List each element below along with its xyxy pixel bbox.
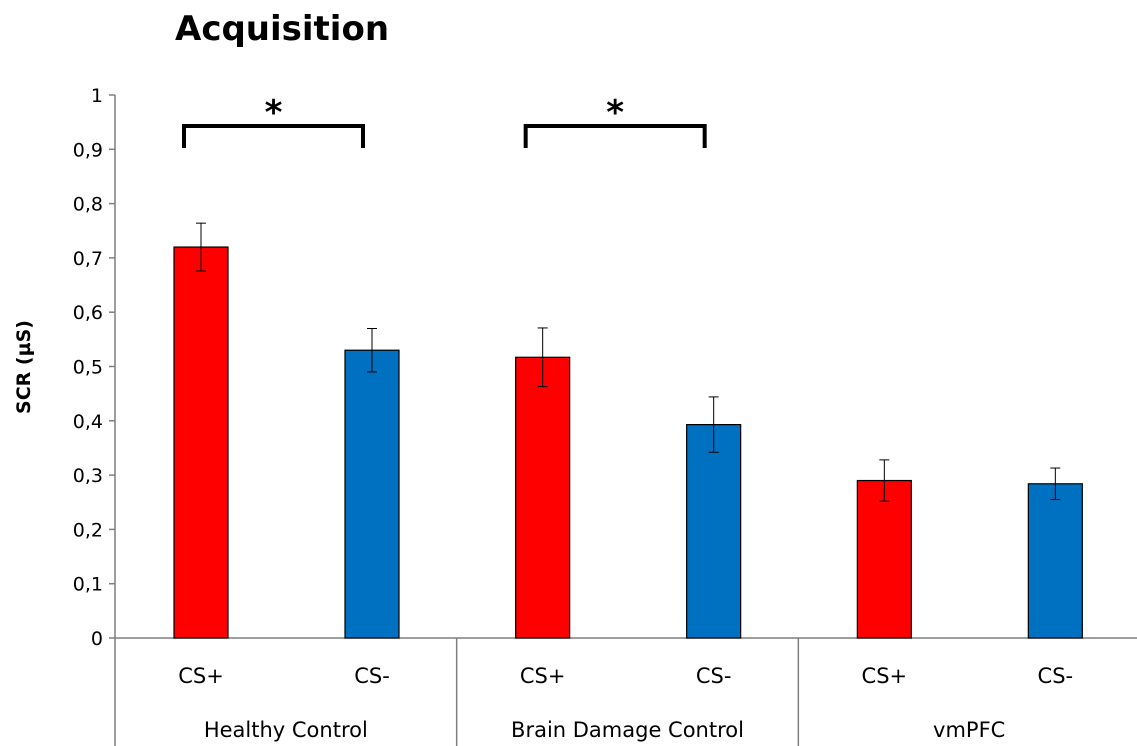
y-tick-label: 0,6 (73, 302, 103, 324)
y-tick-label: 0,2 (73, 519, 103, 541)
chart-title: Acquisition (175, 9, 389, 49)
condition-label: CS- (354, 664, 390, 688)
bar (344, 349, 400, 639)
y-tick-label: 0,7 (73, 248, 103, 270)
condition-label: CS- (1038, 664, 1074, 688)
bar (1027, 483, 1083, 639)
y-tick-label: 0,3 (73, 465, 103, 487)
significance-star: * (606, 93, 624, 133)
y-tick-label: 0,8 (73, 194, 103, 216)
condition-label: CS+ (520, 664, 566, 688)
significance-bracket (182, 124, 365, 148)
y-axis-label: SCR (µS) (13, 320, 35, 414)
group-label: Brain Damage Control (511, 718, 744, 742)
y-tick-label: 0,1 (73, 574, 103, 596)
bars (173, 222, 1083, 639)
y-tick-label: 0,5 (73, 357, 103, 379)
condition-label: CS+ (862, 664, 908, 688)
bar (686, 424, 742, 639)
y-tick-label: 0 (91, 628, 103, 650)
group-label: vmPFC (933, 718, 1005, 742)
axes: 0 0,1 0,2 0,3 0,4 0,5 0,6 0,7 0,8 0,9 1 (73, 85, 1137, 746)
y-tick-label: 1 (91, 85, 103, 107)
bar (856, 479, 912, 639)
y-tick-label: 0,9 (73, 139, 103, 161)
bar (515, 356, 571, 639)
significance-bracket (523, 124, 707, 148)
group-label: Healthy Control (204, 718, 368, 742)
labels: CS+ CS- Healthy Control * CS+ CS- Brain Damage… (178, 93, 1073, 742)
condition-label: CS+ (178, 664, 224, 688)
bar (173, 246, 229, 639)
y-tick-label: 0,4 (73, 411, 103, 433)
significance-star: * (265, 93, 283, 133)
condition-label: CS- (696, 664, 732, 688)
